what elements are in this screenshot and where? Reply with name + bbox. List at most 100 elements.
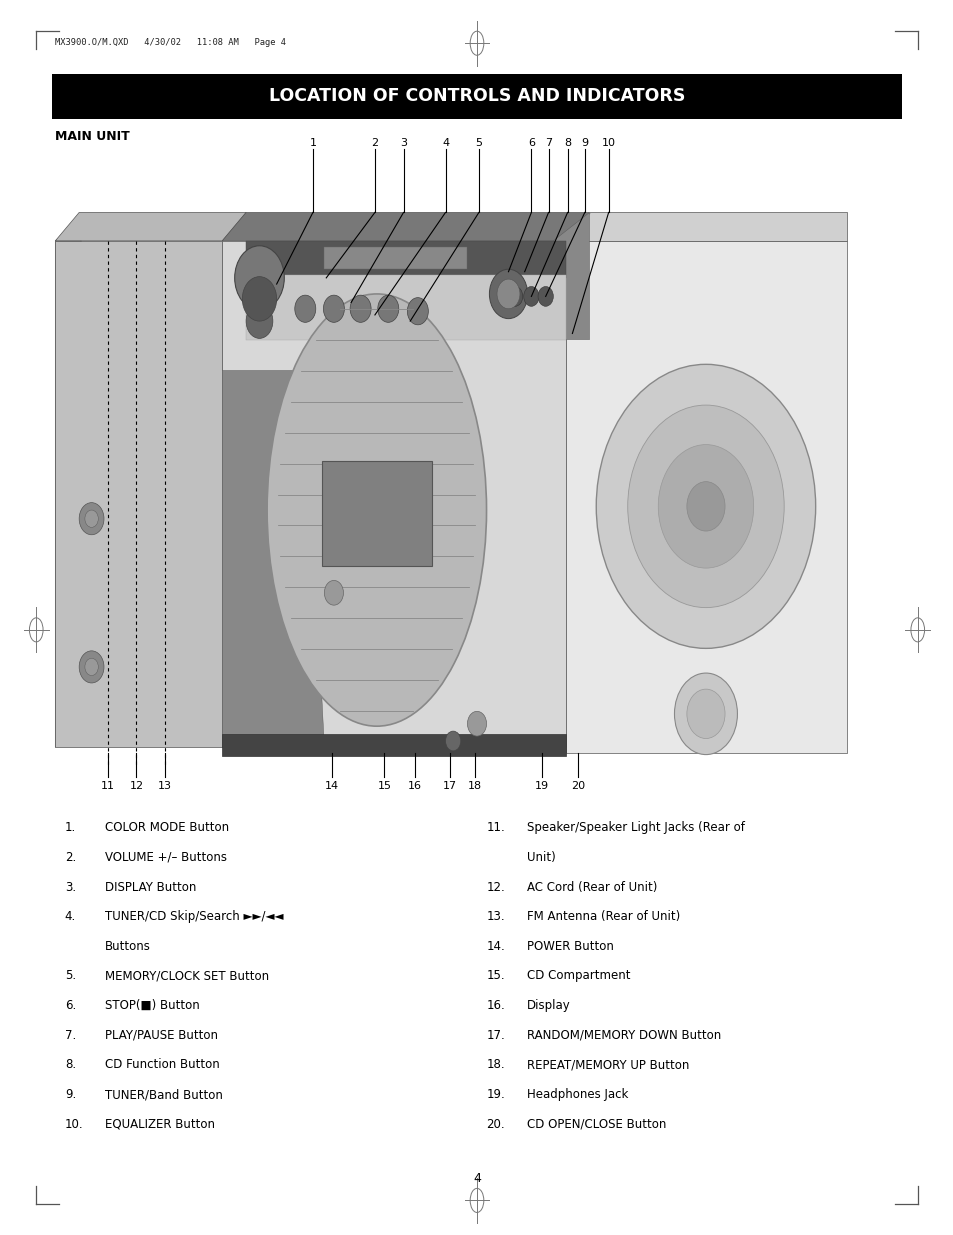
Circle shape	[79, 503, 104, 535]
Text: 4.: 4.	[65, 910, 76, 924]
Polygon shape	[565, 212, 846, 241]
Text: 3: 3	[399, 138, 407, 148]
Circle shape	[407, 298, 428, 325]
Circle shape	[489, 269, 527, 319]
Text: MEMORY/CLOCK SET Button: MEMORY/CLOCK SET Button	[105, 969, 269, 983]
Circle shape	[324, 580, 343, 605]
Circle shape	[596, 364, 815, 648]
Circle shape	[445, 731, 460, 751]
Text: 3.: 3.	[65, 881, 76, 894]
Text: POWER Button: POWER Button	[526, 940, 613, 953]
Text: CD OPEN/CLOSE Button: CD OPEN/CLOSE Button	[526, 1118, 665, 1131]
Circle shape	[79, 651, 104, 683]
Text: EQUALIZER Button: EQUALIZER Button	[105, 1118, 214, 1131]
Text: Buttons: Buttons	[105, 940, 151, 953]
Polygon shape	[553, 212, 589, 340]
Text: 17.: 17.	[486, 1029, 505, 1042]
Ellipse shape	[267, 294, 486, 726]
Text: 19: 19	[535, 781, 548, 790]
Text: LOCATION OF CONTROLS AND INDICATORS: LOCATION OF CONTROLS AND INDICATORS	[269, 88, 684, 105]
Text: TUNER/CD Skip/Search ►►/◄◄: TUNER/CD Skip/Search ►►/◄◄	[105, 910, 283, 924]
Text: 18.: 18.	[486, 1058, 505, 1072]
Bar	[565, 241, 846, 753]
Text: MX3900.O/M.QXD   4/30/02   11:08 AM   Page 4: MX3900.O/M.QXD 4/30/02 11:08 AM Page 4	[55, 38, 286, 47]
Text: 9: 9	[580, 138, 588, 148]
Polygon shape	[55, 222, 81, 747]
Circle shape	[467, 711, 486, 736]
Text: 8: 8	[563, 138, 571, 148]
Circle shape	[674, 673, 737, 755]
Text: Display: Display	[526, 999, 570, 1013]
Bar	[222, 241, 565, 747]
Polygon shape	[55, 212, 246, 241]
Text: CD Compartment: CD Compartment	[526, 969, 629, 983]
Text: 20.: 20.	[486, 1118, 505, 1131]
Text: 1.: 1.	[65, 821, 76, 835]
Text: 9.: 9.	[65, 1088, 76, 1102]
Polygon shape	[222, 212, 589, 241]
Text: 20: 20	[571, 781, 584, 790]
Bar	[324, 247, 467, 269]
Text: FM Antenna (Rear of Unit): FM Antenna (Rear of Unit)	[526, 910, 679, 924]
Text: 17: 17	[443, 781, 456, 790]
Text: 2.: 2.	[65, 851, 76, 864]
Circle shape	[627, 405, 783, 608]
Circle shape	[686, 482, 724, 531]
Text: PLAY/PAUSE Button: PLAY/PAUSE Button	[105, 1029, 217, 1042]
Circle shape	[323, 295, 344, 322]
Circle shape	[497, 279, 519, 309]
Text: 11: 11	[101, 781, 114, 790]
Text: 16.: 16.	[486, 999, 505, 1013]
Bar	[246, 275, 565, 340]
Text: 15.: 15.	[486, 969, 505, 983]
Text: MAIN UNIT: MAIN UNIT	[55, 130, 130, 143]
Circle shape	[350, 295, 371, 322]
Circle shape	[85, 510, 98, 527]
Bar	[222, 734, 565, 756]
Bar	[52, 74, 901, 119]
Text: 5: 5	[475, 138, 482, 148]
Text: 7: 7	[544, 138, 552, 148]
Text: 10.: 10.	[65, 1118, 84, 1131]
Bar	[55, 241, 222, 747]
Bar	[246, 241, 565, 278]
Text: 2: 2	[371, 138, 378, 148]
Text: TUNER/Band Button: TUNER/Band Button	[105, 1088, 223, 1102]
Text: 18: 18	[468, 781, 481, 790]
Circle shape	[294, 295, 315, 322]
Text: 7.: 7.	[65, 1029, 76, 1042]
Circle shape	[234, 246, 284, 310]
Circle shape	[537, 287, 553, 306]
Text: 4: 4	[441, 138, 449, 148]
Text: AC Cord (Rear of Unit): AC Cord (Rear of Unit)	[526, 881, 657, 894]
Circle shape	[686, 689, 724, 739]
Text: 19.: 19.	[486, 1088, 505, 1102]
Text: 10: 10	[601, 138, 615, 148]
Text: 12: 12	[130, 781, 143, 790]
Text: DISPLAY Button: DISPLAY Button	[105, 881, 196, 894]
Text: 4: 4	[473, 1172, 480, 1184]
Circle shape	[658, 445, 753, 568]
Circle shape	[523, 287, 538, 306]
Text: VOLUME +/– Buttons: VOLUME +/– Buttons	[105, 851, 227, 864]
Circle shape	[246, 304, 273, 338]
Circle shape	[242, 277, 276, 321]
Circle shape	[507, 287, 522, 306]
Text: Headphones Jack: Headphones Jack	[526, 1088, 627, 1102]
Circle shape	[377, 295, 398, 322]
Text: 13: 13	[158, 781, 172, 790]
Text: 15: 15	[377, 781, 391, 790]
Text: 11.: 11.	[486, 821, 505, 835]
Text: COLOR MODE Button: COLOR MODE Button	[105, 821, 229, 835]
Text: 6.: 6.	[65, 999, 76, 1013]
Circle shape	[85, 658, 98, 676]
Bar	[322, 461, 432, 566]
Text: CD Function Button: CD Function Button	[105, 1058, 219, 1072]
Text: 13.: 13.	[486, 910, 505, 924]
Polygon shape	[222, 370, 324, 747]
Text: REPEAT/MEMORY UP Button: REPEAT/MEMORY UP Button	[526, 1058, 688, 1072]
Text: 5.: 5.	[65, 969, 76, 983]
Text: Unit): Unit)	[526, 851, 555, 864]
Text: 14: 14	[325, 781, 338, 790]
Text: 14.: 14.	[486, 940, 505, 953]
